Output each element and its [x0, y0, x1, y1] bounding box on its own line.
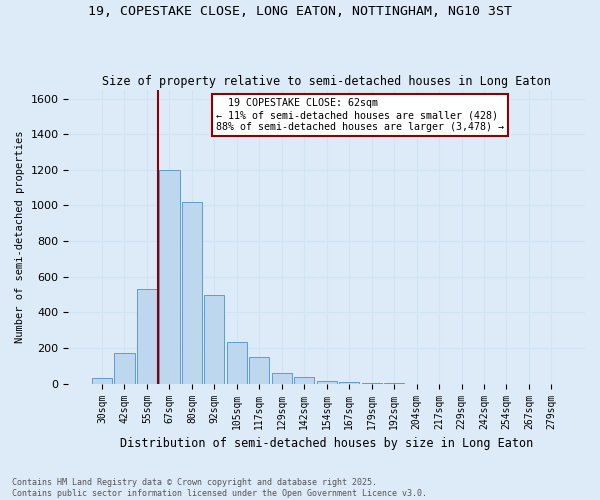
Bar — [159, 170, 179, 384]
Bar — [182, 202, 202, 384]
Bar — [227, 342, 247, 384]
Bar — [92, 378, 112, 384]
Bar — [115, 354, 134, 384]
Y-axis label: Number of semi-detached properties: Number of semi-detached properties — [15, 130, 25, 343]
Bar — [317, 381, 337, 384]
Bar — [137, 289, 157, 384]
Bar — [249, 357, 269, 384]
Text: 19, COPESTAKE CLOSE, LONG EATON, NOTTINGHAM, NG10 3ST: 19, COPESTAKE CLOSE, LONG EATON, NOTTING… — [88, 5, 512, 18]
Text: 19 COPESTAKE CLOSE: 62sqm
← 11% of semi-detached houses are smaller (428)
88% of: 19 COPESTAKE CLOSE: 62sqm ← 11% of semi-… — [215, 98, 503, 132]
Title: Size of property relative to semi-detached houses in Long Eaton: Size of property relative to semi-detach… — [102, 76, 551, 88]
Text: Contains HM Land Registry data © Crown copyright and database right 2025.
Contai: Contains HM Land Registry data © Crown c… — [12, 478, 427, 498]
Bar — [339, 382, 359, 384]
Bar — [272, 373, 292, 384]
Bar — [294, 378, 314, 384]
Bar — [362, 383, 382, 384]
X-axis label: Distribution of semi-detached houses by size in Long Eaton: Distribution of semi-detached houses by … — [120, 437, 533, 450]
Bar — [204, 294, 224, 384]
